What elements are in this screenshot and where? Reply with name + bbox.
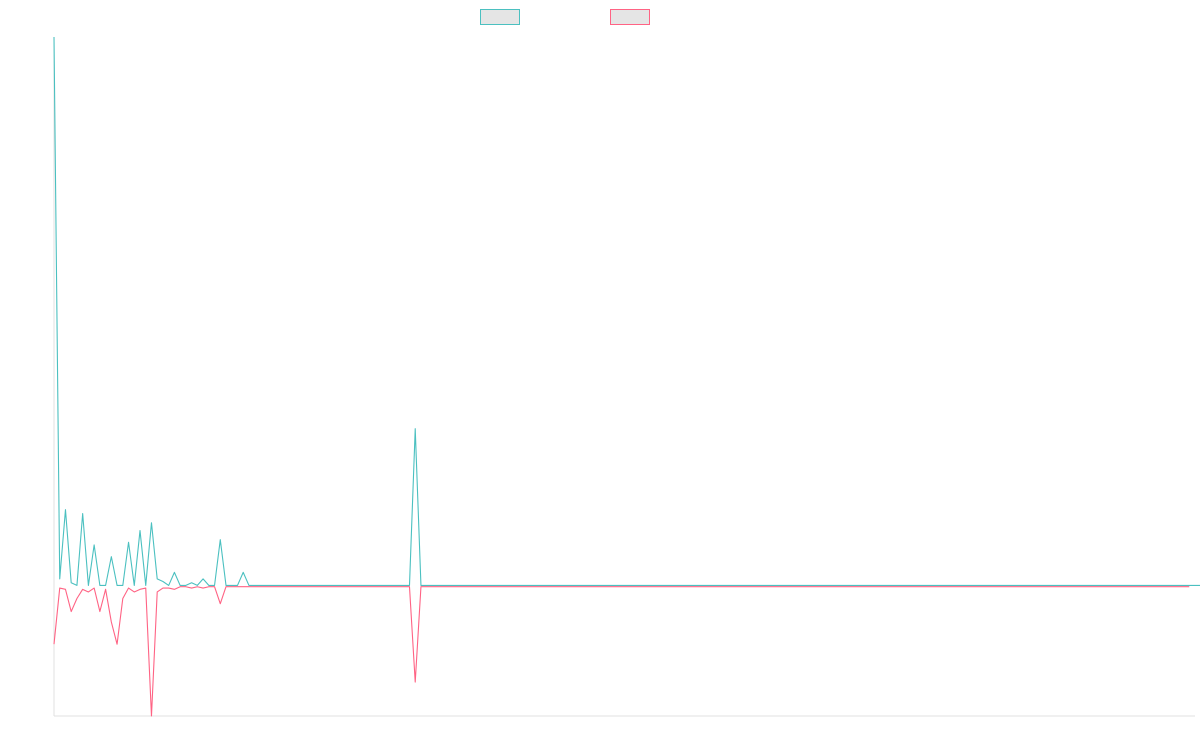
legend-item-series-2[interactable]	[610, 9, 656, 25]
legend-swatch-series-2	[610, 9, 650, 25]
legend	[480, 9, 656, 25]
legend-swatch-series-1	[480, 9, 520, 25]
legend-item-series-1[interactable]	[480, 9, 526, 25]
series-layer	[53, 36, 1200, 717]
series-line-2[interactable]	[53, 586, 1190, 717]
series-line-1[interactable]	[53, 36, 1200, 586]
